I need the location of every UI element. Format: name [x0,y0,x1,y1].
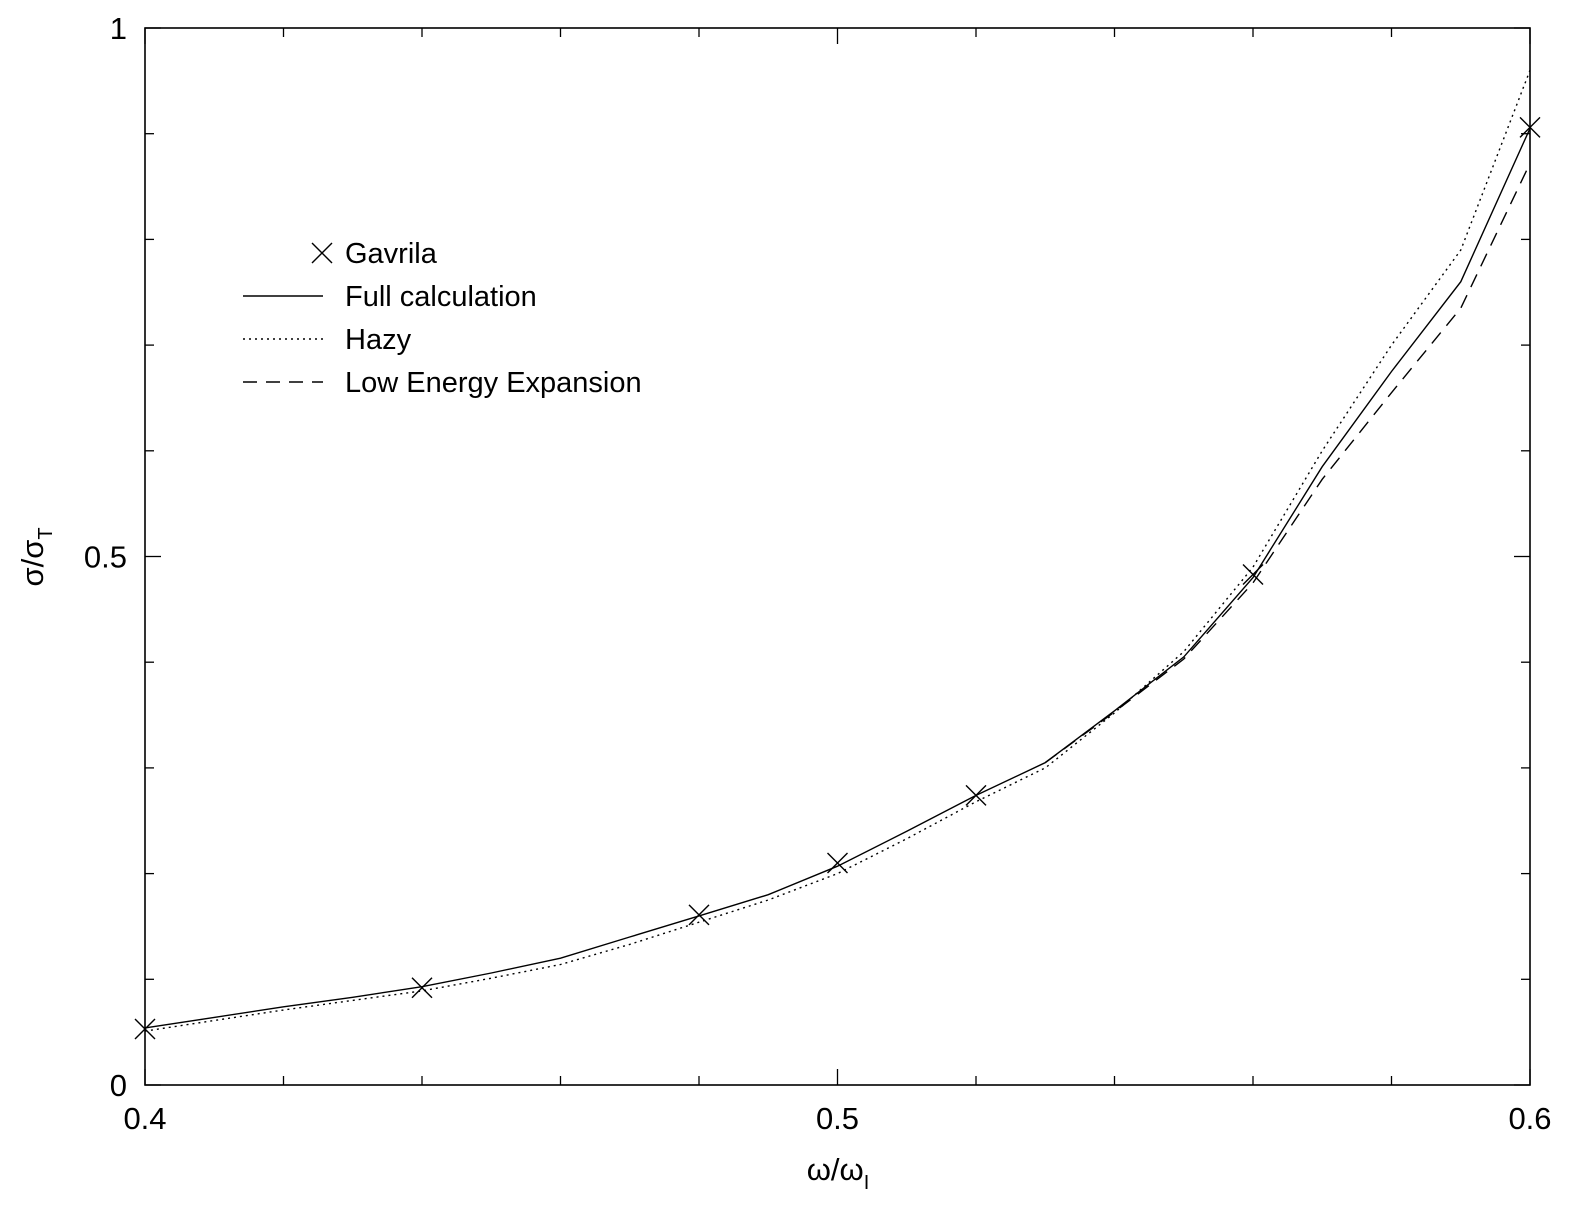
legend-item: Hazy [243,324,412,356]
legend-label: Full calculation [345,281,537,313]
legend-item: Low Energy Expansion [243,367,642,399]
y-axis-label-subscript: T [35,527,57,539]
series-line-full-calculation [144,128,1531,1029]
y-axis-label: σ/σT [15,527,57,586]
gavrila-point [134,1018,156,1040]
y-tick-label: 0 [110,1068,127,1103]
x-tick-label: 0.4 [123,1101,166,1136]
x-tick-label: 0.6 [1508,1101,1551,1136]
series-layer [134,70,1541,1040]
legend-label: Gavrila [345,238,438,270]
legend-marker-x [311,242,333,264]
gavrila-point [411,977,433,999]
gavrila-point [688,904,710,926]
y-tick-label: 1 [110,11,127,46]
series-gavrila [134,116,1541,1040]
x-axis-label-subscript: I [864,1172,870,1194]
legend: Gavrila Full calculation Hazy Low Energy Ex… [243,238,642,399]
series-line-hazy [144,70,1531,1032]
legend-label: Low Energy Expansion [345,367,642,399]
plot-frame [144,27,1531,1086]
x-tick-label: 0.5 [816,1101,859,1136]
series-line-low-energy-expansion [1044,162,1531,764]
y-tick-label: 0.5 [84,540,127,575]
axis-tick-labels: 0.4 0.5 0.6 0 0.5 1 [84,11,1552,1136]
gavrila-point [1519,116,1541,138]
legend-item: Gavrila [311,238,438,270]
x-axis-label: ω/ωI [807,1152,870,1194]
legend-item: Full calculation [243,281,537,313]
axis-ticks [144,27,1531,1086]
legend-label: Hazy [345,324,412,356]
